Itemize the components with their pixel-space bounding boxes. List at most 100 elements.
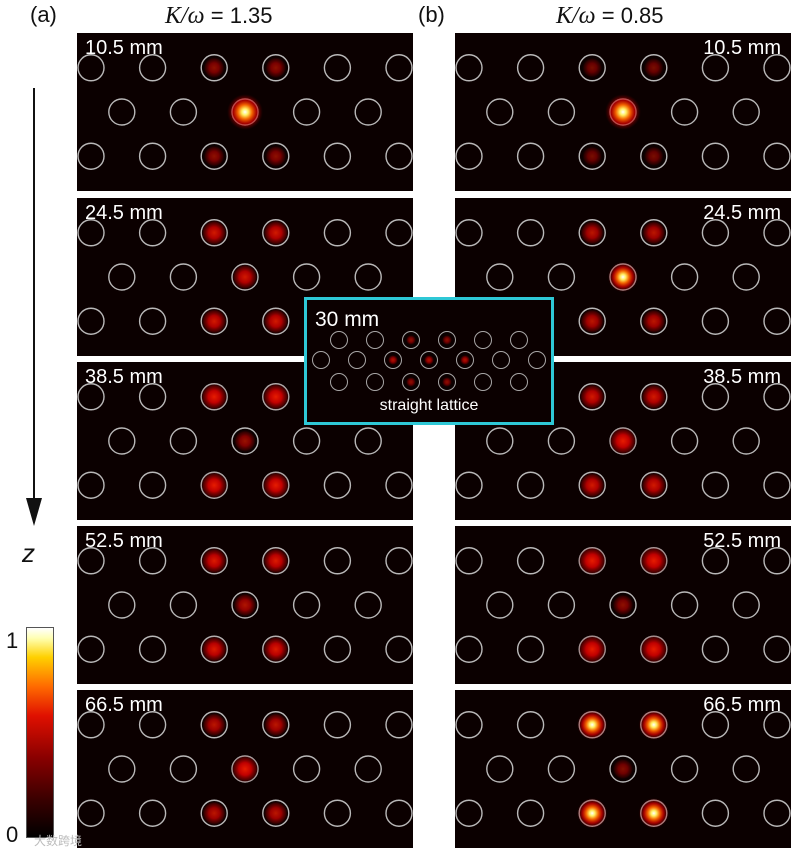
lattice-intensity-map (77, 54, 413, 170)
waveguide-ring (578, 219, 606, 247)
waveguide-ring (547, 755, 576, 783)
waveguide-ring (640, 54, 668, 82)
waveguide-ring (77, 547, 105, 575)
waveguide-ring (77, 307, 105, 335)
side-intensity-spot (262, 547, 289, 574)
propagation-distance-label: 66.5 mm (85, 694, 163, 716)
side-intensity-spot (265, 145, 287, 167)
waveguide-ring (200, 711, 228, 739)
waveguide-ring (474, 373, 492, 391)
inset-intensity-spot (406, 335, 416, 345)
colorbar-min-label: 0 (6, 822, 19, 847)
waveguide-ring (578, 307, 606, 335)
intensity-panel-b: 66.5 mm (455, 690, 791, 848)
waveguide-ring (231, 263, 259, 291)
inset-distance-label: 30 mm (315, 308, 380, 331)
waveguide-ring (701, 54, 730, 82)
lattice-intensity-map (455, 383, 791, 499)
waveguide-ring (609, 591, 637, 619)
side-intensity-spot (640, 472, 667, 499)
propagation-distance-label: 24.5 mm (703, 202, 781, 224)
waveguide-ring (354, 591, 382, 619)
waveguide-ring (354, 263, 382, 291)
waveguide-ring (528, 351, 546, 369)
side-intensity-spot (262, 471, 290, 499)
side-intensity-spot (579, 383, 606, 410)
waveguide-ring (200, 307, 228, 335)
waveguide-ring (732, 755, 760, 783)
column-ratio-b: K/ω = 0.85 (556, 3, 664, 29)
column-ratio-a: K/ω = 1.35 (165, 3, 273, 29)
inset-intensity-spot (406, 377, 416, 387)
column-label-a: (a) (30, 2, 57, 27)
waveguide-ring (763, 142, 791, 170)
side-intensity-spot (200, 383, 228, 411)
side-intensity-spot (263, 801, 288, 826)
side-intensity-spot (641, 309, 666, 334)
propagation-distance-label: 52.5 mm (703, 530, 781, 552)
waveguide-ring (701, 635, 730, 663)
ratio-value-b: 0.85 (620, 3, 664, 28)
lattice-intensity-map (455, 54, 791, 170)
waveguide-ring (640, 142, 668, 170)
waveguide-ring (670, 427, 699, 455)
waveguide-ring (763, 383, 791, 411)
waveguide-ring (330, 331, 348, 349)
waveguide-ring (262, 799, 290, 827)
waveguide-ring (138, 383, 167, 411)
waveguide-ring (138, 799, 167, 827)
waveguide-ring (547, 591, 576, 619)
propagation-distance-label: 10.5 mm (703, 37, 781, 59)
side-intensity-spot (576, 797, 608, 829)
colorbar-max-label: 1 (6, 628, 19, 653)
waveguide-ring (763, 711, 791, 739)
inset-caption: straight lattice (379, 397, 479, 414)
propagation-distance-label: 52.5 mm (85, 530, 163, 552)
waveguide-ring (385, 635, 413, 663)
center-intensity-spot (605, 94, 641, 130)
waveguide-ring (262, 219, 290, 247)
waveguide-ring (516, 54, 545, 82)
waveguide-ring (763, 799, 791, 827)
waveguide-ring (262, 142, 290, 170)
waveguide-ring (385, 54, 413, 82)
waveguide-ring (438, 331, 456, 349)
waveguide-ring (640, 219, 668, 247)
column-label-b: (b) (418, 2, 445, 27)
waveguide-ring (516, 471, 545, 499)
waveguide-ring (516, 799, 545, 827)
waveguide-ring (492, 351, 510, 369)
waveguide-ring (701, 799, 730, 827)
waveguide-ring (763, 471, 791, 499)
intensity-panel-b: 52.5 mm (455, 526, 791, 684)
waveguide-ring (402, 373, 420, 391)
waveguide-ring (77, 219, 105, 247)
waveguide-ring (323, 142, 352, 170)
waveguide-ring (366, 331, 384, 349)
waveguide-ring (77, 799, 105, 827)
intensity-panel-a: 52.5 mm (77, 526, 413, 684)
waveguide-ring (323, 54, 352, 82)
side-intensity-spot (643, 146, 664, 167)
side-intensity-spot (202, 801, 227, 826)
waveguide-ring (701, 547, 730, 575)
waveguide-ring (516, 635, 545, 663)
waveguide-ring (455, 142, 483, 170)
lattice-intensity-map (77, 547, 413, 663)
intensity-panel-a: 66.5 mm (77, 690, 413, 848)
waveguide-ring (486, 591, 514, 619)
waveguide-ring (640, 471, 668, 499)
inset-intensity-spot (424, 355, 434, 365)
propagation-distance-label: 24.5 mm (85, 202, 163, 224)
side-intensity-spot (201, 308, 228, 335)
waveguide-ring (578, 142, 606, 170)
side-intensity-spot (579, 472, 606, 499)
inset-intensity-spot (442, 377, 452, 387)
ratio-symbol-b: K/ω (556, 3, 596, 29)
waveguide-ring (455, 219, 483, 247)
waveguide-ring (547, 427, 576, 455)
inset-intensity-spot (388, 355, 398, 365)
waveguide-ring (547, 98, 576, 126)
waveguide-ring (138, 219, 167, 247)
